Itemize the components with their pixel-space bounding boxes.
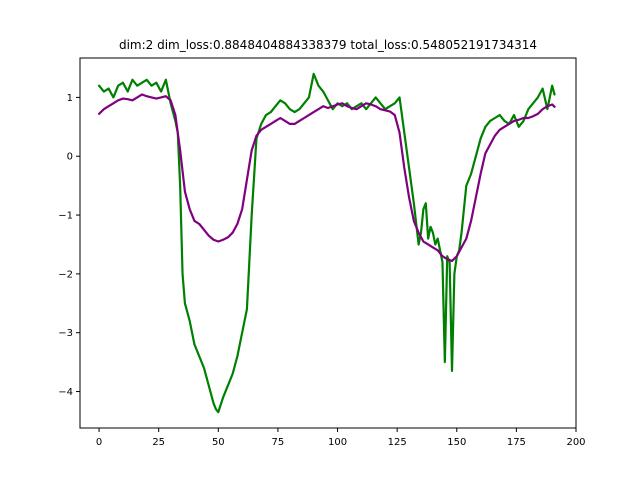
y-tick-label: −2 xyxy=(58,269,73,280)
x-axis: 0 25 50 75 100 125 150 175 200 xyxy=(96,428,586,448)
x-tick-label: 175 xyxy=(507,437,526,448)
x-tick-label: 125 xyxy=(388,437,407,448)
x-tick-label: 75 xyxy=(272,437,285,448)
plot-area xyxy=(97,72,556,414)
x-tick-label: 100 xyxy=(328,437,347,448)
y-tick-label: −3 xyxy=(58,328,73,339)
series-line-2 xyxy=(97,93,556,263)
x-tick-label: 200 xyxy=(566,437,585,448)
chart-title: dim:2 dim_loss:0.8848404884338379 total_… xyxy=(119,38,537,52)
x-tick-label: 50 xyxy=(212,437,225,448)
x-tick-label: 0 xyxy=(96,437,102,448)
y-tick-label: −4 xyxy=(58,387,73,398)
x-tick-label: 25 xyxy=(152,437,165,448)
series-line-1 xyxy=(97,72,556,414)
axes-frame xyxy=(79,57,577,429)
y-tick-label: 1 xyxy=(67,93,73,104)
y-axis: −4 −3 −2 −1 0 1 xyxy=(58,93,80,398)
y-tick-label: 0 xyxy=(67,152,73,163)
x-tick-label: 150 xyxy=(447,437,466,448)
y-tick-label: −1 xyxy=(58,211,73,222)
